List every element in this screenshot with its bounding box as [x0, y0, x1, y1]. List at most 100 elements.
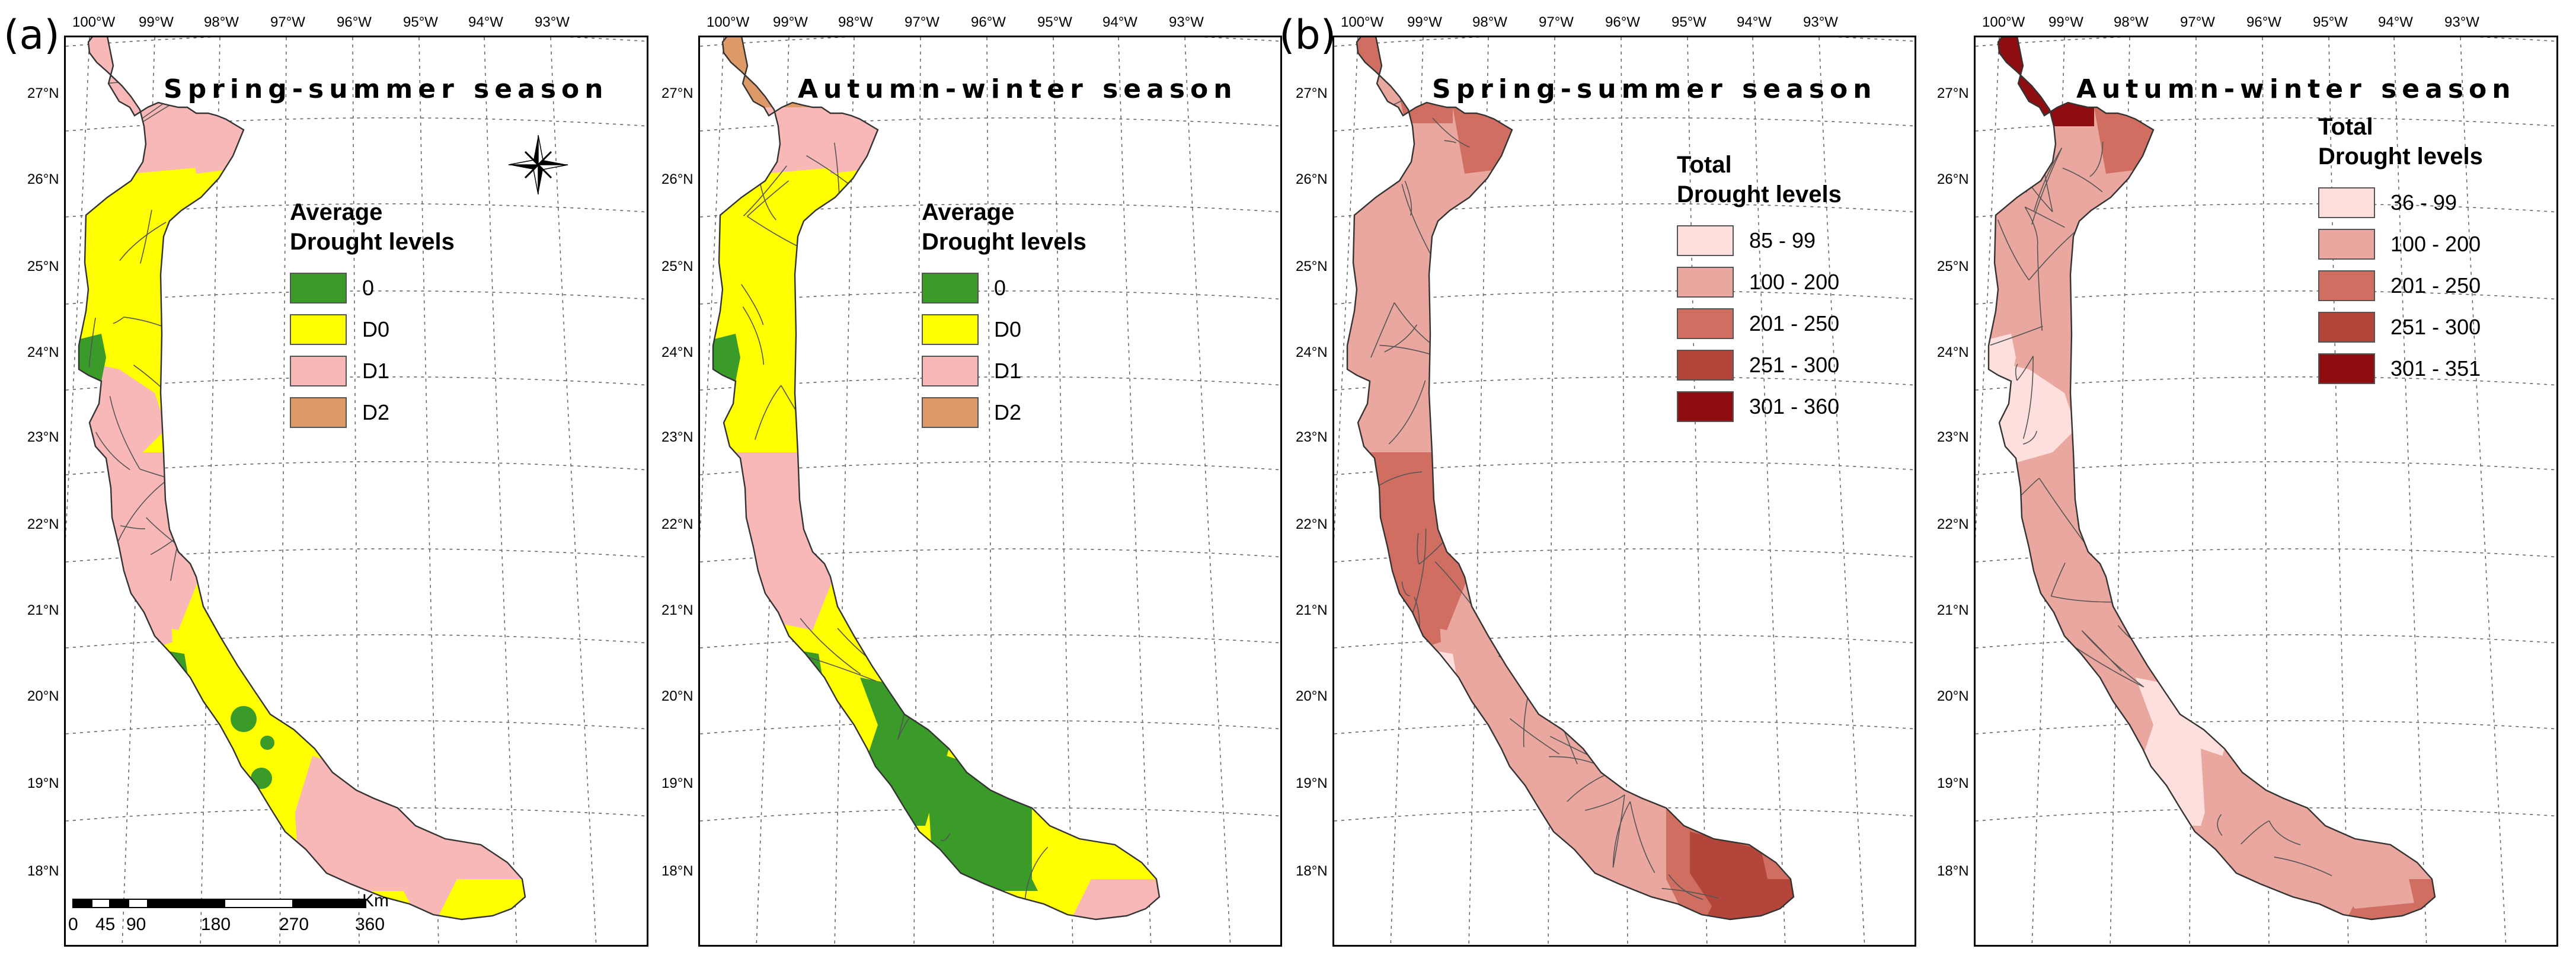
- latitude-tick-label: 21°N: [1937, 602, 1969, 618]
- north-arrow-icon: [508, 135, 568, 195]
- legend: Average Drought levels 0 D0 D1 D2: [290, 197, 455, 433]
- latitude-tick-label: 27°N: [1296, 85, 1328, 101]
- longitude-tick-label: 95°W: [1671, 14, 1706, 30]
- longitude-tick-label: 98°W: [204, 14, 239, 30]
- latitude-tick-label: 27°N: [27, 85, 59, 101]
- legend-swatch: [2318, 270, 2375, 301]
- longitude-tick-label: 97°W: [2180, 14, 2215, 30]
- longitude-tick-label: 94°W: [1102, 14, 1137, 30]
- map-title: Spring-summer season: [164, 74, 609, 104]
- latitude-tick-label: 21°N: [27, 602, 59, 618]
- latitude-tick-label: 27°N: [1937, 85, 1969, 101]
- longitude-tick-label: 100°W: [72, 14, 116, 30]
- legend-label: D2: [994, 400, 1022, 424]
- legend-swatch: [1677, 308, 1734, 339]
- legend-item: 301 - 360: [1677, 386, 1842, 427]
- latitude-tick-label: 19°N: [1937, 775, 1969, 791]
- map-autumn-winter-total: Autumn-winter season Total Drought levels 3…: [1974, 36, 2558, 947]
- map-title: Spring-summer season: [1432, 74, 1877, 104]
- legend-item: D0: [290, 309, 455, 350]
- map-canvas: [1976, 37, 2556, 945]
- latitude-tick-label: 26°N: [1937, 171, 1969, 187]
- legend-label: D1: [994, 359, 1022, 383]
- longitude-tick-label: 98°W: [1472, 14, 1507, 30]
- longitude-tick-label: 99°W: [139, 14, 174, 30]
- latitude-tick-label: 25°N: [1296, 258, 1328, 274]
- longitude-tick-label: 93°W: [1803, 14, 1838, 30]
- latitude-tick-label: 18°N: [1296, 863, 1328, 879]
- longitude-tick-label: 97°W: [905, 14, 939, 30]
- latitude-tick-label: 20°N: [1296, 688, 1328, 704]
- latitude-tick-label: 25°N: [661, 258, 693, 274]
- legend-swatch: [922, 273, 979, 304]
- longitude-tick-label: 97°W: [270, 14, 305, 30]
- legend: Average Drought levels 0 D0 D1 D2: [922, 197, 1086, 433]
- legend-swatch: [1677, 225, 1734, 256]
- legend-swatch: [290, 273, 347, 304]
- latitude-tick-label: 22°N: [1937, 516, 1969, 532]
- legend-label: 201 - 250: [1749, 311, 1840, 336]
- legend-label: D0: [994, 317, 1022, 341]
- longitude-tick-label: 99°W: [773, 14, 808, 30]
- legend: Total Drought levels 36 - 99 100 - 200 201 -…: [2318, 112, 2483, 389]
- scale-label: 45: [95, 915, 116, 934]
- scale-label: 90: [126, 915, 146, 934]
- latitude-tick-label: 26°N: [27, 171, 59, 187]
- latitude-tick-label: 23°N: [1937, 429, 1969, 445]
- legend-label: D0: [362, 317, 390, 341]
- latitude-tick-label: 21°N: [661, 602, 693, 618]
- scale-label: 0: [68, 915, 78, 934]
- longitude-tick-label: 93°W: [535, 14, 570, 30]
- longitude-tick-label: 94°W: [1737, 14, 1772, 30]
- legend-label: D1: [362, 359, 390, 383]
- latitude-tick-label: 18°N: [1937, 863, 1969, 879]
- map-canvas: [700, 37, 1280, 945]
- latitude-tick-label: 25°N: [27, 258, 59, 274]
- legend-swatch: [922, 356, 979, 386]
- latitude-tick-label: 23°N: [1296, 429, 1328, 445]
- legend-swatch: [1677, 391, 1734, 422]
- legend-item: 301 - 351: [2318, 348, 2483, 389]
- scale-unit: Km: [362, 891, 389, 911]
- latitude-tick-label: 18°N: [27, 863, 59, 879]
- latitude-tick-label: 27°N: [661, 85, 693, 101]
- legend-item: D1: [922, 350, 1086, 392]
- longitude-tick-label: 100°W: [707, 14, 750, 30]
- latitude-tick-label: 21°N: [1296, 602, 1328, 618]
- latitude-tick-label: 26°N: [1296, 171, 1328, 187]
- latitude-tick-label: 22°N: [661, 516, 693, 532]
- legend-title: Average Drought levels: [290, 199, 455, 255]
- legend-swatch: [2318, 312, 2375, 343]
- longitude-tick-label: 93°W: [2444, 14, 2479, 30]
- longitude-tick-label: 96°W: [1605, 14, 1640, 30]
- legend-label: 36 - 99: [2390, 190, 2457, 215]
- longitude-tick-label: 99°W: [1407, 14, 1442, 30]
- longitude-tick-label: 100°W: [1341, 14, 1384, 30]
- scale-label: 180: [201, 915, 231, 934]
- state-regions: [713, 37, 1159, 919]
- map-canvas: [66, 37, 647, 945]
- legend-swatch: [290, 356, 347, 386]
- latitude-tick-label: 23°N: [661, 429, 693, 445]
- legend-label: 251 - 300: [2390, 315, 2481, 339]
- panel-label-a: (a): [4, 12, 60, 59]
- latitude-tick-label: 20°N: [661, 688, 693, 704]
- legend-item: 201 - 250: [1677, 303, 1842, 344]
- longitude-tick-label: 95°W: [2313, 14, 2348, 30]
- latitude-tick-label: 22°N: [1296, 516, 1328, 532]
- longitude-tick-label: 98°W: [838, 14, 873, 30]
- legend-item: D2: [922, 392, 1086, 433]
- map-spring-summer-total: Spring-summer season Total Drought levels 8…: [1332, 36, 1916, 947]
- legend-item: 100 - 200: [1677, 261, 1842, 303]
- legend-title: Total Drought levels: [2318, 114, 2483, 170]
- legend-label: 201 - 250: [2390, 273, 2481, 298]
- longitude-tick-label: 94°W: [468, 14, 503, 30]
- panel-label-b: (b): [1279, 12, 1337, 59]
- map-autumn-winter-average: Autumn-winter season Average Drought level…: [698, 36, 1282, 947]
- longitude-tick-label: 95°W: [1037, 14, 1072, 30]
- latitude-tick-label: 20°N: [27, 688, 59, 704]
- latitude-tick-label: 26°N: [661, 171, 693, 187]
- latitude-tick-label: 19°N: [27, 775, 59, 791]
- legend-label: 301 - 351: [2390, 356, 2481, 381]
- legend-swatch: [2318, 187, 2375, 218]
